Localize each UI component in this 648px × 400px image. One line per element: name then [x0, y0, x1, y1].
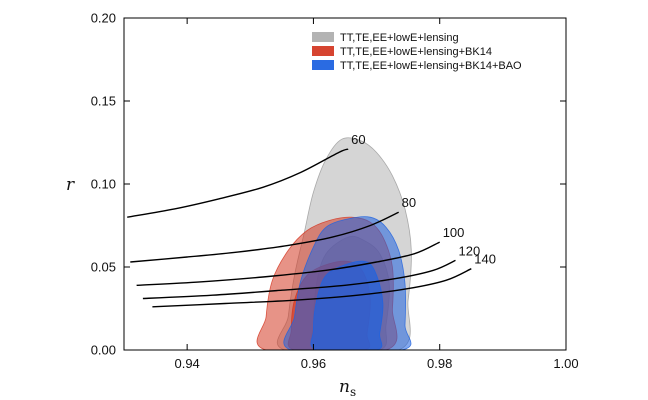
y-tick-label: 0.20 [91, 11, 116, 26]
y-tick-label: 0.10 [91, 177, 116, 192]
curve-label-100: 100 [443, 225, 465, 240]
curve-label-60: 60 [351, 132, 365, 147]
legend-swatch [312, 46, 334, 56]
legend-label: TT,TE,EE+lowE+lensing [340, 32, 459, 44]
curve-120 [142, 259, 456, 300]
legend-label: TT,TE,EE+lowE+lensing+BK14+BAO [340, 60, 522, 72]
curve-80 [130, 211, 399, 263]
x-axis-label: ns [339, 377, 356, 399]
x-tick-label: 0.94 [174, 356, 199, 371]
x-tick-label: 0.98 [427, 356, 452, 371]
x-axis-label-main: n [339, 377, 350, 397]
contour-layer [256, 137, 412, 350]
x-tick-label: 0.96 [301, 356, 326, 371]
curve-100 [136, 241, 440, 286]
x-axis-label-subscript: s [350, 385, 356, 399]
curve-label-120: 120 [459, 243, 481, 258]
legend-swatch [312, 32, 334, 42]
curve-60 [127, 148, 349, 218]
legend-swatch [312, 60, 334, 70]
curve-label-140: 140 [474, 252, 496, 267]
legend-label: TT,TE,EE+lowE+lensing+BK14 [340, 46, 492, 58]
y-tick-label: 0.15 [91, 94, 116, 109]
y-axis-label: r [66, 175, 75, 195]
tick-layer: 0.94 0.96 0.98 1.00 0.00 0.05 0.10 0.15 0.20 [91, 11, 579, 372]
y-tick-label: 0.00 [91, 343, 116, 358]
y-tick-label: 0.05 [91, 260, 116, 275]
x-tick-label: 1.00 [553, 356, 578, 371]
legend: TT,TE,EE+lowE+lensing TT,TE,EE+lowE+lensi… [312, 32, 522, 72]
curve-140 [152, 268, 472, 308]
curve-label-80: 80 [402, 195, 416, 210]
